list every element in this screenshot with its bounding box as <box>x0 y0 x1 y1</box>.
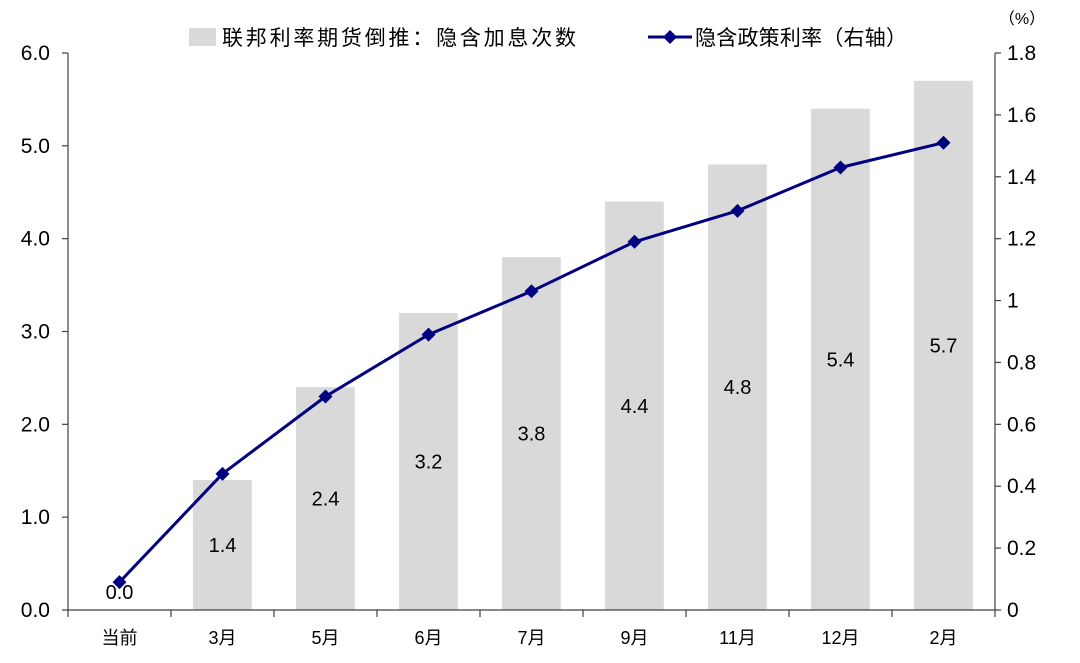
bar-7 <box>811 108 870 610</box>
line-point-4 <box>524 284 539 299</box>
left-axis-tick-label: 0.0 <box>21 599 50 622</box>
right-axis-tick-label: 1.8 <box>1007 42 1036 65</box>
line-series <box>112 135 951 590</box>
line-point-2 <box>318 389 333 404</box>
bar-data-label-0: 0.0 <box>106 582 134 604</box>
legend-swatch-bar-series <box>189 28 216 46</box>
legend-marker-diamond-icon <box>663 30 677 44</box>
left-axis-tick-label: 5.0 <box>21 135 50 158</box>
line-point-7 <box>833 160 848 175</box>
right-axis-tick-label: 1.4 <box>1007 166 1037 189</box>
category-label: 11月 <box>719 628 756 648</box>
right-axis-tick-label: 0.8 <box>1007 351 1036 374</box>
bar-3 <box>399 312 458 610</box>
bar-data-label-6: 4.8 <box>724 377 752 399</box>
axes <box>62 52 1001 617</box>
legend-label-bar-series: 联邦利率期货倒推：隐含加息次数 <box>222 27 576 50</box>
legend-item-line-series: 隐含政策利率（右轴） <box>648 27 907 50</box>
line-point-0 <box>112 575 127 590</box>
right-axis-tick-label: 1.2 <box>1007 228 1036 251</box>
bar-5 <box>605 201 664 610</box>
bar-data-label-1: 1.4 <box>209 535 237 557</box>
category-label: 6月 <box>414 628 442 648</box>
bar-1 <box>193 480 252 610</box>
line-point-8 <box>936 135 951 150</box>
legend: 联邦利率期货倒推：隐含加息次数 隐含政策利率（右轴） <box>189 27 907 50</box>
bar-2 <box>296 387 355 610</box>
bar-data-labels: 0.0 1.4 2.4 3.2 3.8 4.4 4.8 5.4 5.7 <box>106 335 958 604</box>
bar-8 <box>914 80 973 611</box>
right-axis-tick-label: 0.4 <box>1007 475 1037 498</box>
bar-data-label-7: 5.4 <box>827 349 855 371</box>
right-axis-tick-label: 0 <box>1007 599 1019 622</box>
category-label: 3月 <box>208 628 236 648</box>
right-axis-tick-label: 1 <box>1007 290 1019 313</box>
left-axis-tick-label: 1.0 <box>21 506 50 529</box>
category-label: 12月 <box>821 628 859 648</box>
bar-data-label-4: 3.8 <box>518 424 546 446</box>
left-axis-tick-label: 6.0 <box>21 42 50 65</box>
right-axis-unit: （%） <box>999 10 1045 28</box>
right-axis-tick-label: 0.6 <box>1007 413 1036 436</box>
bar-data-label-5: 4.4 <box>621 396 649 418</box>
bar-4 <box>502 257 561 610</box>
line-point-5 <box>627 234 642 249</box>
legend-item-bar-series: 联邦利率期货倒推：隐含加息次数 <box>189 27 576 50</box>
category-label: 7月 <box>517 628 545 648</box>
bar-6 <box>708 164 767 610</box>
bar-data-label-3: 3.2 <box>415 452 443 474</box>
left-axis-tick-label: 2.0 <box>21 413 50 436</box>
line-point-1 <box>215 466 230 481</box>
category-label: 5月 <box>311 628 339 648</box>
bar-data-label-2: 2.4 <box>312 489 340 511</box>
left-axis-tick-label: 3.0 <box>21 321 50 344</box>
line-point-6 <box>730 203 745 218</box>
category-label: 当前 <box>102 628 138 648</box>
left-axis-tick-label: 4.0 <box>21 228 50 251</box>
legend-label-line-series: 隐含政策利率（右轴） <box>695 27 907 50</box>
right-axis-tick-label: 1.6 <box>1007 104 1036 127</box>
right-axis-tick-label: 0.2 <box>1007 537 1036 560</box>
bar-series <box>193 80 973 611</box>
category-label: 9月 <box>620 628 648 648</box>
tick-labels: 0.0 1.0 2.0 3.0 4.0 5.0 6.0 0 0.2 0.4 0.6 0.8 1 1.2 1.… <box>21 42 1037 648</box>
category-label: 2月 <box>929 628 957 648</box>
bar-data-label-8: 5.7 <box>930 335 958 357</box>
line-point-3 <box>421 327 436 342</box>
